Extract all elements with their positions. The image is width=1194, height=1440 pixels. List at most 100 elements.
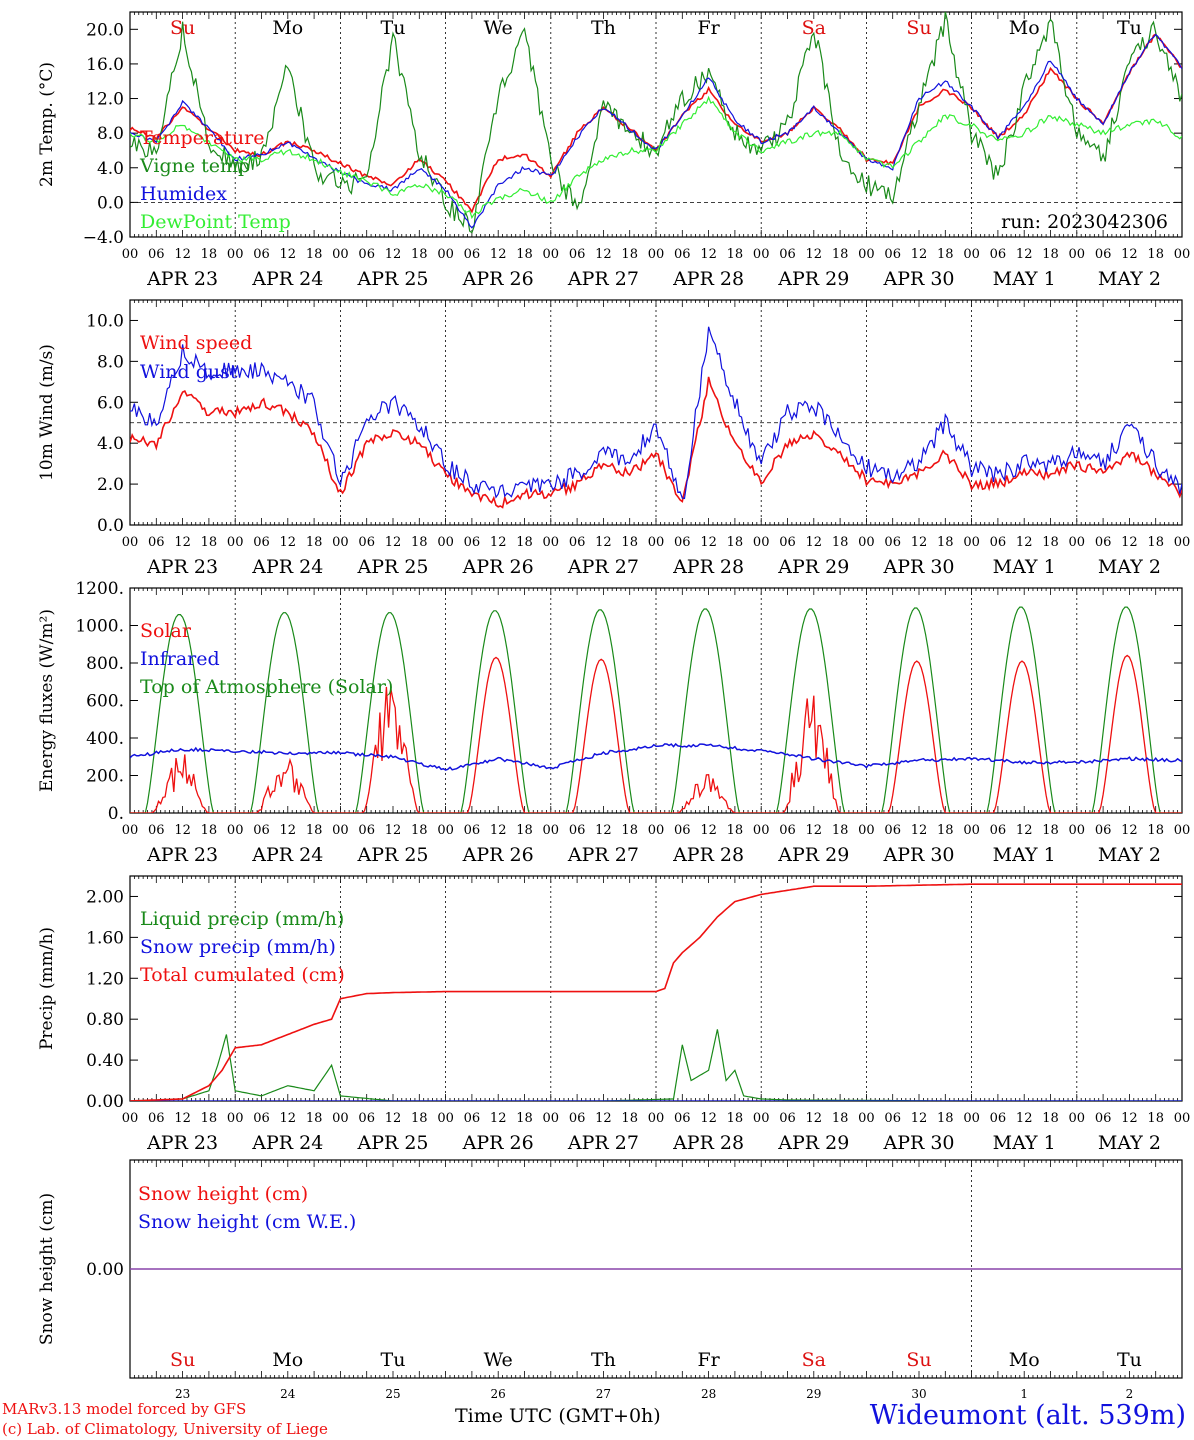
day-number-label: 29 (806, 1387, 821, 1401)
weekday-label: Tu (1117, 1349, 1142, 1371)
hour-tick-label: 18 (621, 1111, 638, 1126)
hour-tick-label: 00 (648, 247, 665, 262)
y-tick-label: 1200. (75, 579, 124, 599)
y-tick-label: 2.0 (97, 475, 124, 495)
hour-tick-label: 06 (884, 247, 901, 262)
date-label: APR 23 (146, 268, 218, 290)
hour-tick-label: 18 (1147, 823, 1164, 838)
y-tick-label: 4.0 (97, 434, 124, 454)
hour-tick-label: 18 (1147, 247, 1164, 262)
hour-tick-label: 06 (569, 1111, 586, 1126)
date-label: APR 28 (672, 844, 744, 866)
weekday-label: Th (591, 1349, 616, 1371)
series-line-total-cumulated-cm- (130, 883, 1182, 1101)
hour-tick-label: 18 (937, 1111, 954, 1126)
hour-tick-label: 00 (437, 1111, 454, 1126)
hour-tick-label: 00 (753, 535, 770, 550)
hour-tick-label: 18 (1147, 535, 1164, 550)
weekday-label: We (484, 1349, 513, 1371)
y-tick-label: 20.0 (86, 20, 124, 40)
date-label: APR 24 (251, 844, 323, 866)
weekday-label: Sa (802, 1349, 826, 1371)
date-label: MAY 2 (1098, 1132, 1161, 1154)
y-tick-label: 0.0 (97, 516, 124, 536)
y-tick-label: 0. (108, 804, 124, 824)
weekday-label: Mo (272, 17, 303, 39)
date-label: APR 26 (462, 844, 534, 866)
hour-tick-label: 12 (490, 823, 507, 838)
hour-tick-label: 12 (385, 823, 402, 838)
hour-tick-label: 00 (1069, 535, 1086, 550)
hour-tick-label: 06 (779, 247, 796, 262)
weekday-label: Mo (1009, 1349, 1040, 1371)
date-label: MAY 1 (993, 1132, 1056, 1154)
hour-tick-label: 00 (1174, 247, 1191, 262)
hour-tick-label: 00 (227, 535, 244, 550)
legend-entry: DewPoint Temp (140, 211, 291, 233)
hour-tick-label: 06 (990, 823, 1007, 838)
date-label: MAY 1 (993, 844, 1056, 866)
legend-entry: Wind speed (140, 332, 252, 354)
legend-entry: Infrared (140, 648, 220, 670)
hour-tick-label: 18 (1042, 1111, 1059, 1126)
hour-tick-label: 06 (148, 1111, 165, 1126)
hour-tick-label: 18 (516, 1111, 533, 1126)
panel-3: 1200. 1000. 800. 600. 400. 200. 0. Energy fluxe… (37, 579, 1190, 866)
y-tick-label: 8.0 (97, 124, 124, 144)
hour-tick-label: 00 (963, 1111, 980, 1126)
weekday-label: Su (170, 1349, 195, 1371)
legend-entry: Total cumulated (cm) (140, 964, 345, 986)
weekday-label: Sa (802, 17, 826, 39)
date-label: APR 25 (356, 1132, 428, 1154)
hour-tick-label: 12 (911, 823, 928, 838)
day-number-label: 2 (1126, 1387, 1134, 1401)
hour-tick-label: 18 (832, 823, 849, 838)
hour-tick-label: 12 (911, 535, 928, 550)
hour-tick-label: 00 (332, 247, 349, 262)
date-label: APR 30 (882, 268, 954, 290)
hour-tick-label: 06 (464, 823, 481, 838)
hour-tick-label: 06 (884, 535, 901, 550)
hour-tick-label: 18 (516, 247, 533, 262)
hour-tick-label: 06 (148, 247, 165, 262)
hour-tick-label: 06 (884, 823, 901, 838)
panel-4: 2.00 1.60 1.20 0.80 0.40 0.00 Precip (mm/h) 00 0… (37, 875, 1191, 1154)
date-label: APR 29 (777, 556, 849, 578)
hour-tick-label: 00 (1069, 823, 1086, 838)
hour-tick-label: 12 (911, 1111, 928, 1126)
hour-tick-label: 06 (148, 823, 165, 838)
hour-tick-label: 12 (1016, 823, 1033, 838)
series-line-solar (130, 654, 1182, 813)
hour-tick-label: 18 (832, 247, 849, 262)
hour-tick-label: 00 (1174, 1111, 1191, 1126)
weekday-label: Th (591, 17, 616, 39)
legend-entry: Vigne temp (139, 155, 250, 177)
hour-tick-label: 00 (437, 823, 454, 838)
date-label: APR 30 (882, 1132, 954, 1154)
series-line-liquid-precip-mm-h- (130, 1029, 1182, 1101)
hour-tick-label: 00 (753, 1111, 770, 1126)
hour-tick-label: 18 (201, 535, 218, 550)
legend-entry: Humidex (140, 183, 227, 205)
hour-tick-label: 00 (963, 535, 980, 550)
day-number-label: 27 (596, 1387, 611, 1401)
legend-entry: Snow height (cm W.E.) (138, 1211, 356, 1233)
series-group (130, 606, 1182, 813)
hour-tick-label: 06 (779, 535, 796, 550)
hour-tick-label: 06 (148, 535, 165, 550)
hour-tick-label: 12 (1121, 1111, 1138, 1126)
y-tick-label: 6.0 (97, 393, 124, 413)
date-label: APR 29 (777, 844, 849, 866)
y-tick-label: 0.00 (86, 1260, 124, 1280)
y-tick-label: −4.0 (83, 228, 124, 248)
hour-tick-label: 06 (358, 823, 375, 838)
hour-tick-label: 18 (832, 1111, 849, 1126)
hour-tick-label: 00 (437, 247, 454, 262)
hour-tick-label: 18 (727, 535, 744, 550)
hour-tick-label: 06 (358, 1111, 375, 1126)
weekday-label: Tu (1117, 17, 1142, 39)
legend-entry: Snow height (cm) (138, 1183, 308, 1205)
hour-tick-label: 06 (253, 823, 270, 838)
date-label: APR 28 (672, 1132, 744, 1154)
